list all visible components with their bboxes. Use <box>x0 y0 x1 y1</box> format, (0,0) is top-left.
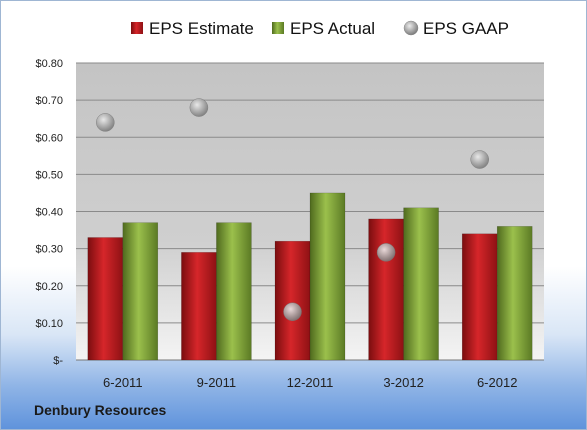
x-tick-label: 3-2012 <box>383 375 423 390</box>
y-tick-label: $0.50 <box>35 169 63 181</box>
bar-eps-estimate <box>181 252 217 361</box>
y-tick-label: $0.60 <box>35 132 63 144</box>
x-tick-label: 6-2012 <box>477 375 517 390</box>
y-tick-label: $0.20 <box>35 281 63 293</box>
bar-eps-actual <box>216 222 252 361</box>
x-tick-label: 6-2011 <box>103 375 143 390</box>
y-axis: $- $0.10 $0.20 $0.30 $0.40 $0.50 $0.60 $0.70 $0.… <box>35 58 63 367</box>
bar-eps-actual <box>403 207 439 361</box>
y-tick-label: $0.40 <box>35 207 63 219</box>
y-tick-label: $0.80 <box>35 58 63 70</box>
x-tick-label: 9-2011 <box>197 375 237 390</box>
bars <box>87 192 533 361</box>
y-tick-label: $0.30 <box>35 244 63 256</box>
bar-eps-actual <box>496 226 533 361</box>
bar-eps-actual <box>122 222 159 361</box>
legend-swatch-eps-gaap <box>403 20 419 36</box>
x-tick-label: 12-2011 <box>287 375 334 390</box>
legend-swatch-eps-estimate <box>131 22 143 34</box>
point-eps-gaap <box>470 150 489 169</box>
legend-label: EPS Estimate <box>149 19 254 38</box>
legend: EPS Estimate EPS Actual EPS GAAP <box>131 19 509 38</box>
y-tick-label: $- <box>53 355 63 367</box>
point-eps-gaap <box>376 243 396 262</box>
company-name: Denbury Resources <box>34 402 167 418</box>
point-eps-gaap <box>189 98 209 117</box>
bar-eps-estimate <box>87 237 124 361</box>
point-eps-gaap <box>283 302 302 321</box>
legend-label: EPS GAAP <box>423 19 509 38</box>
y-tick-label: $0.10 <box>35 318 63 330</box>
x-axis: 6-2011 9-2011 12-2011 3-2012 6-2012 <box>103 375 517 390</box>
bar-eps-actual <box>309 192 346 361</box>
y-tick-label: $0.70 <box>35 95 63 107</box>
bar-eps-estimate <box>274 240 311 361</box>
point-eps-gaap <box>96 113 115 132</box>
legend-swatch-eps-actual <box>272 22 284 34</box>
legend-label: EPS Actual <box>290 19 375 38</box>
gaap-points <box>96 98 489 321</box>
bar-eps-estimate <box>368 218 404 361</box>
bar-eps-estimate <box>461 233 498 361</box>
